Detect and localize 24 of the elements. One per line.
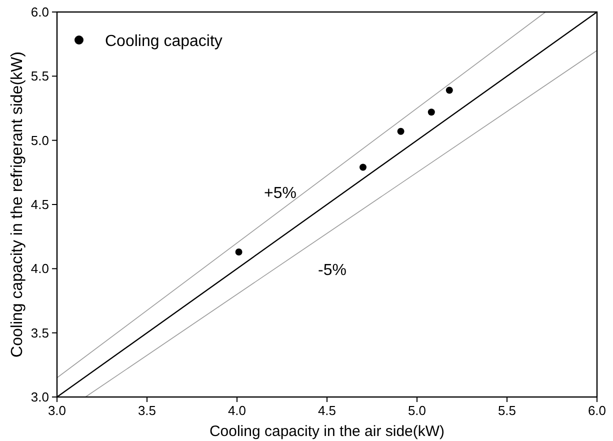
x-tick-label: 4.0 xyxy=(228,403,246,418)
annotation: -5% xyxy=(318,262,346,280)
x-tick-label: 3.0 xyxy=(48,403,66,418)
x-tick-label: 5.0 xyxy=(408,403,426,418)
y-tick-label: 3.5 xyxy=(30,325,49,340)
y-tick-label: 5.0 xyxy=(30,132,49,148)
y-tick-label: 4.0 xyxy=(30,261,49,276)
point xyxy=(446,86,453,94)
x-tick-label: 5.5 xyxy=(498,403,516,418)
point xyxy=(397,128,404,135)
y-axis-title: Cooling capacity in the refrigerant side(kW) xyxy=(9,52,26,358)
point xyxy=(428,108,435,116)
y-tick-label: 3.0 xyxy=(30,390,49,404)
point xyxy=(235,248,242,256)
legend-label: Cooling capacity xyxy=(105,33,222,50)
x-tick-label: 4.5 xyxy=(318,403,336,418)
y-tick-label: 6.0 xyxy=(30,4,49,20)
annotation: +5% xyxy=(264,185,296,202)
x-tick-label: 3.5 xyxy=(138,403,156,418)
y-tick-label: 4.5 xyxy=(30,197,49,212)
x-tick-label: 6.0 xyxy=(588,403,606,418)
y-tick-label: 5.5 xyxy=(30,68,49,84)
x-axis-title: Cooling capacity in the air side(kW) xyxy=(209,423,445,440)
point xyxy=(360,164,366,171)
